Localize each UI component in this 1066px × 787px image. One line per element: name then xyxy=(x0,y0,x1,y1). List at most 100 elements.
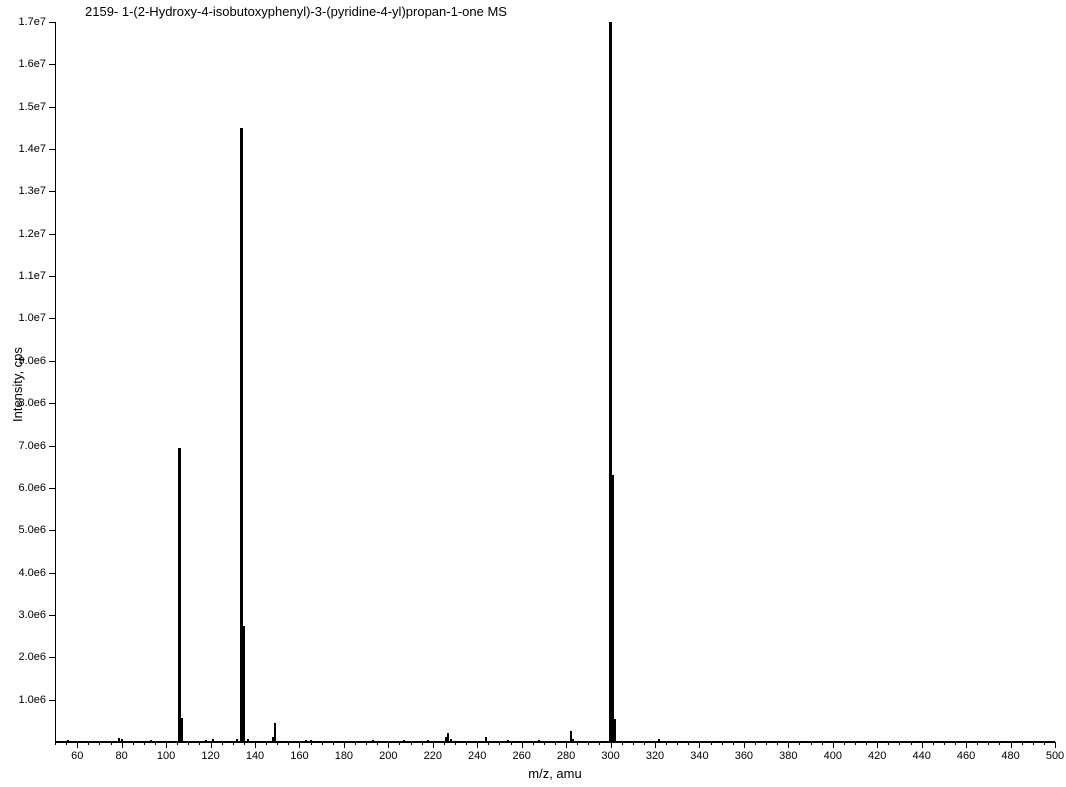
x-minor-tick xyxy=(66,742,67,745)
x-tick xyxy=(611,742,612,748)
x-minor-tick xyxy=(899,742,900,745)
x-minor-tick xyxy=(199,742,200,745)
y-tick xyxy=(49,107,55,108)
x-tick xyxy=(477,742,478,748)
x-minor-tick xyxy=(133,742,134,745)
x-tick xyxy=(566,742,567,748)
x-tick-label: 140 xyxy=(246,750,264,762)
x-tick-label: 120 xyxy=(201,750,219,762)
x-tick xyxy=(166,742,167,748)
chart-title: 2159- 1-(2-Hydroxy-4-isobutoxyphenyl)-3-… xyxy=(85,4,507,19)
x-minor-tick xyxy=(677,742,678,745)
y-tick-label: 1.5e7 xyxy=(0,101,46,113)
x-tick xyxy=(77,742,78,748)
x-tick xyxy=(522,742,523,748)
x-minor-tick xyxy=(411,742,412,745)
x-minor-tick xyxy=(733,742,734,745)
x-minor-tick xyxy=(755,742,756,745)
chart-container: 2159- 1-(2-Hydroxy-4-isobutoxyphenyl)-3-… xyxy=(0,0,1066,787)
x-minor-tick xyxy=(622,742,623,745)
x-minor-tick xyxy=(488,742,489,745)
x-tick-label: 380 xyxy=(779,750,797,762)
x-tick xyxy=(966,742,967,748)
x-tick-label: 280 xyxy=(557,750,575,762)
x-minor-tick xyxy=(222,742,223,745)
y-tick xyxy=(49,530,55,531)
y-tick xyxy=(49,22,55,23)
x-tick-label: 100 xyxy=(157,750,175,762)
x-minor-tick xyxy=(333,742,334,745)
y-tick xyxy=(49,64,55,65)
x-tick-label: 60 xyxy=(71,750,83,762)
x-minor-tick xyxy=(577,742,578,745)
spectrum-peak xyxy=(242,626,245,742)
y-tick-label: 7.0e6 xyxy=(0,440,46,452)
x-minor-tick xyxy=(844,742,845,745)
x-minor-tick xyxy=(399,742,400,745)
y-tick xyxy=(49,361,55,362)
x-minor-tick xyxy=(944,742,945,745)
x-minor-tick xyxy=(322,742,323,745)
x-tick xyxy=(122,742,123,748)
x-tick xyxy=(433,742,434,748)
x-tick-label: 260 xyxy=(512,750,530,762)
x-minor-tick xyxy=(366,742,367,745)
y-tick-label: 1.0e6 xyxy=(0,694,46,706)
x-tick-label: 500 xyxy=(1046,750,1064,762)
x-minor-tick xyxy=(933,742,934,745)
spectrum-peak xyxy=(181,718,183,742)
x-minor-tick xyxy=(811,742,812,745)
x-minor-tick xyxy=(799,742,800,745)
x-minor-tick xyxy=(144,742,145,745)
x-tick-label: 320 xyxy=(646,750,664,762)
x-minor-tick xyxy=(722,742,723,745)
plot-area xyxy=(55,22,1056,743)
x-minor-tick xyxy=(855,742,856,745)
y-tick xyxy=(49,234,55,235)
y-tick xyxy=(49,276,55,277)
x-tick xyxy=(211,742,212,748)
x-minor-tick xyxy=(555,742,556,745)
y-tick-label: 8.0e6 xyxy=(0,397,46,409)
x-tick xyxy=(699,742,700,748)
x-minor-tick xyxy=(1022,742,1023,745)
x-minor-tick xyxy=(911,742,912,745)
y-tick xyxy=(49,700,55,701)
x-tick-label: 420 xyxy=(868,750,886,762)
x-minor-tick xyxy=(511,742,512,745)
y-tick-label: 1.7e7 xyxy=(0,16,46,28)
x-minor-tick xyxy=(266,742,267,745)
y-tick-label: 1.4e7 xyxy=(0,143,46,155)
x-minor-tick xyxy=(499,742,500,745)
spectrum-peak xyxy=(614,719,616,742)
x-tick xyxy=(1055,742,1056,748)
x-minor-tick xyxy=(588,742,589,745)
y-tick-label: 6.0e6 xyxy=(0,482,46,494)
x-tick-label: 400 xyxy=(824,750,842,762)
x-tick xyxy=(788,742,789,748)
x-minor-tick xyxy=(599,742,600,745)
spectrum-peak xyxy=(611,475,614,742)
y-tick xyxy=(49,657,55,658)
x-tick-label: 80 xyxy=(116,750,128,762)
x-tick-label: 340 xyxy=(690,750,708,762)
x-minor-tick xyxy=(1044,742,1045,745)
x-minor-tick xyxy=(188,742,189,745)
y-tick xyxy=(49,191,55,192)
x-minor-tick xyxy=(288,742,289,745)
y-tick xyxy=(49,403,55,404)
x-tick xyxy=(255,742,256,748)
y-tick-label: 1.1e7 xyxy=(0,270,46,282)
x-minor-tick xyxy=(244,742,245,745)
x-tick xyxy=(1011,742,1012,748)
x-minor-tick xyxy=(766,742,767,745)
x-tick xyxy=(744,742,745,748)
x-tick-label: 180 xyxy=(335,750,353,762)
x-minor-tick xyxy=(711,742,712,745)
y-tick-label: 1.3e7 xyxy=(0,185,46,197)
x-minor-tick xyxy=(533,742,534,745)
x-tick xyxy=(299,742,300,748)
y-tick xyxy=(49,446,55,447)
x-minor-tick xyxy=(444,742,445,745)
x-minor-tick xyxy=(977,742,978,745)
